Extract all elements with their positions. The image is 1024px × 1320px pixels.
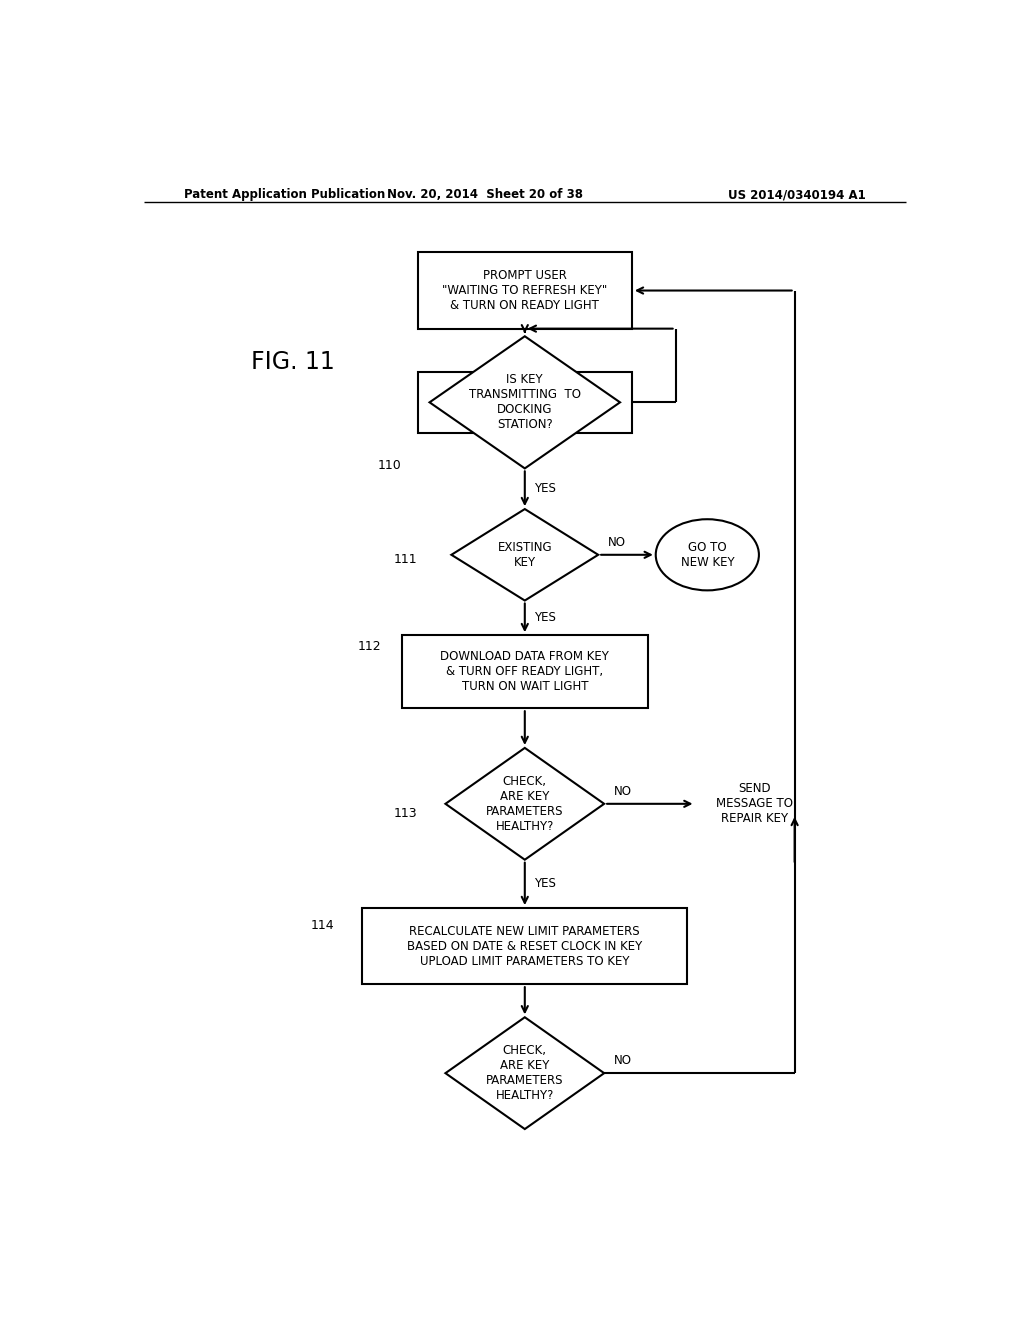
Text: NO: NO	[613, 1055, 632, 1068]
Polygon shape	[445, 748, 604, 859]
Text: CHECK,
ARE KEY
PARAMETERS
HEALTHY?: CHECK, ARE KEY PARAMETERS HEALTHY?	[486, 775, 563, 833]
Ellipse shape	[655, 519, 759, 590]
Text: YES: YES	[535, 482, 556, 495]
Polygon shape	[452, 510, 598, 601]
Bar	[362, 908, 687, 985]
Text: DOWNLOAD DATA FROM KEY
& TURN OFF READY LIGHT,
TURN ON WAIT LIGHT: DOWNLOAD DATA FROM KEY & TURN OFF READY …	[440, 651, 609, 693]
Text: US 2014/0340194 A1: US 2014/0340194 A1	[728, 189, 866, 202]
Text: 110: 110	[378, 459, 401, 471]
Bar	[418, 372, 632, 433]
Text: IS KEY
TRANSMITTING  TO
DOCKING
STATION?: IS KEY TRANSMITTING TO DOCKING STATION?	[469, 374, 581, 432]
Text: GO TO
NEW KEY: GO TO NEW KEY	[681, 541, 734, 569]
Text: YES: YES	[535, 878, 556, 891]
Text: 113: 113	[394, 808, 418, 821]
Text: Patent Application Publication: Patent Application Publication	[183, 189, 385, 202]
Text: PROMPT USER
"WAITING TO REFRESH KEY"
& TURN ON READY LIGHT: PROMPT USER "WAITING TO REFRESH KEY" & T…	[442, 269, 607, 312]
Text: NO: NO	[613, 785, 632, 799]
Text: Nov. 20, 2014  Sheet 20 of 38: Nov. 20, 2014 Sheet 20 of 38	[387, 189, 583, 202]
Polygon shape	[445, 1018, 604, 1129]
Bar	[418, 252, 632, 329]
Text: 112: 112	[358, 640, 382, 653]
Text: YES: YES	[535, 611, 556, 624]
Text: RECALCULATE NEW LIMIT PARAMETERS
BASED ON DATE & RESET CLOCK IN KEY
UPLOAD LIMIT: RECALCULATE NEW LIMIT PARAMETERS BASED O…	[408, 924, 642, 968]
Text: EXISTING
KEY: EXISTING KEY	[498, 541, 552, 569]
Text: 114: 114	[310, 919, 334, 932]
Text: NO: NO	[607, 536, 626, 549]
Bar	[401, 635, 648, 709]
Text: SEND
MESSAGE TO
REPAIR KEY: SEND MESSAGE TO REPAIR KEY	[717, 783, 794, 825]
Text: FIG. 11: FIG. 11	[251, 350, 335, 374]
Text: CHECK,
ARE KEY
PARAMETERS
HEALTHY?: CHECK, ARE KEY PARAMETERS HEALTHY?	[486, 1044, 563, 1102]
Polygon shape	[430, 337, 620, 469]
Text: 111: 111	[394, 553, 418, 566]
